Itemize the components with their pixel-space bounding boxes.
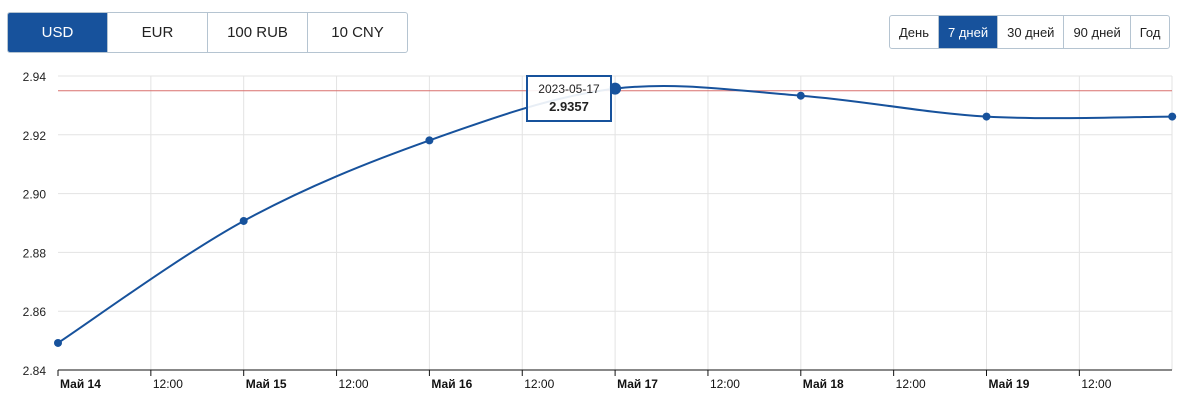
tooltip-date: 2023-05-17: [538, 82, 600, 96]
y-tick-label: 2.90: [23, 188, 47, 202]
data-point: [239, 216, 248, 225]
tooltip-box: [526, 75, 612, 122]
tab-year[interactable]: Год: [1129, 16, 1170, 48]
x-tick-label: 12:00: [524, 377, 554, 391]
x-tick-label: 12:00: [1081, 377, 1111, 391]
x-tick-label: 12:00: [896, 377, 926, 391]
y-tick-label: 2.88: [23, 246, 47, 260]
x-tick-label: Май 17: [617, 377, 658, 391]
tooltip-value: 2.9357: [549, 99, 589, 114]
period-tabs: День 7 дней 30 дней 90 дней Год: [889, 15, 1171, 49]
tab-day[interactable]: День: [899, 24, 929, 40]
tab-usd[interactable]: USD: [8, 13, 107, 52]
y-tick-label: 2.94: [23, 70, 47, 84]
data-point: [425, 136, 434, 145]
data-point: [796, 91, 805, 100]
x-tick-label: 12:00: [710, 377, 740, 391]
y-tick-label: 2.92: [23, 129, 47, 143]
tab-30-days[interactable]: 30 дней: [997, 16, 1063, 48]
data-point: [982, 112, 991, 121]
y-tick-label: 2.86: [23, 305, 47, 319]
x-tick-label: 12:00: [339, 377, 369, 391]
x-tick-label: Май 14: [60, 377, 101, 391]
tab-7-days[interactable]: 7 дней: [938, 16, 998, 48]
tab-10-cny[interactable]: 10 CNY: [307, 13, 407, 52]
x-tick-label: 12:00: [153, 377, 183, 391]
tab-100-rub[interactable]: 100 RUB: [207, 13, 307, 52]
currency-tabs: USD EUR 100 RUB 10 CNY: [7, 12, 408, 53]
x-tick-label: Май 16: [431, 377, 472, 391]
data-point: [609, 82, 622, 95]
data-point: [54, 338, 62, 347]
tab-eur[interactable]: EUR: [107, 13, 207, 52]
x-tick-label: Май 18: [803, 377, 844, 391]
y-tick-label: 2.84: [23, 364, 47, 378]
data-point: [1168, 112, 1177, 121]
x-tick-label: Май 19: [989, 377, 1030, 391]
x-tick-label: Май 15: [246, 377, 287, 391]
tab-90-days[interactable]: 90 дней: [1063, 16, 1129, 48]
